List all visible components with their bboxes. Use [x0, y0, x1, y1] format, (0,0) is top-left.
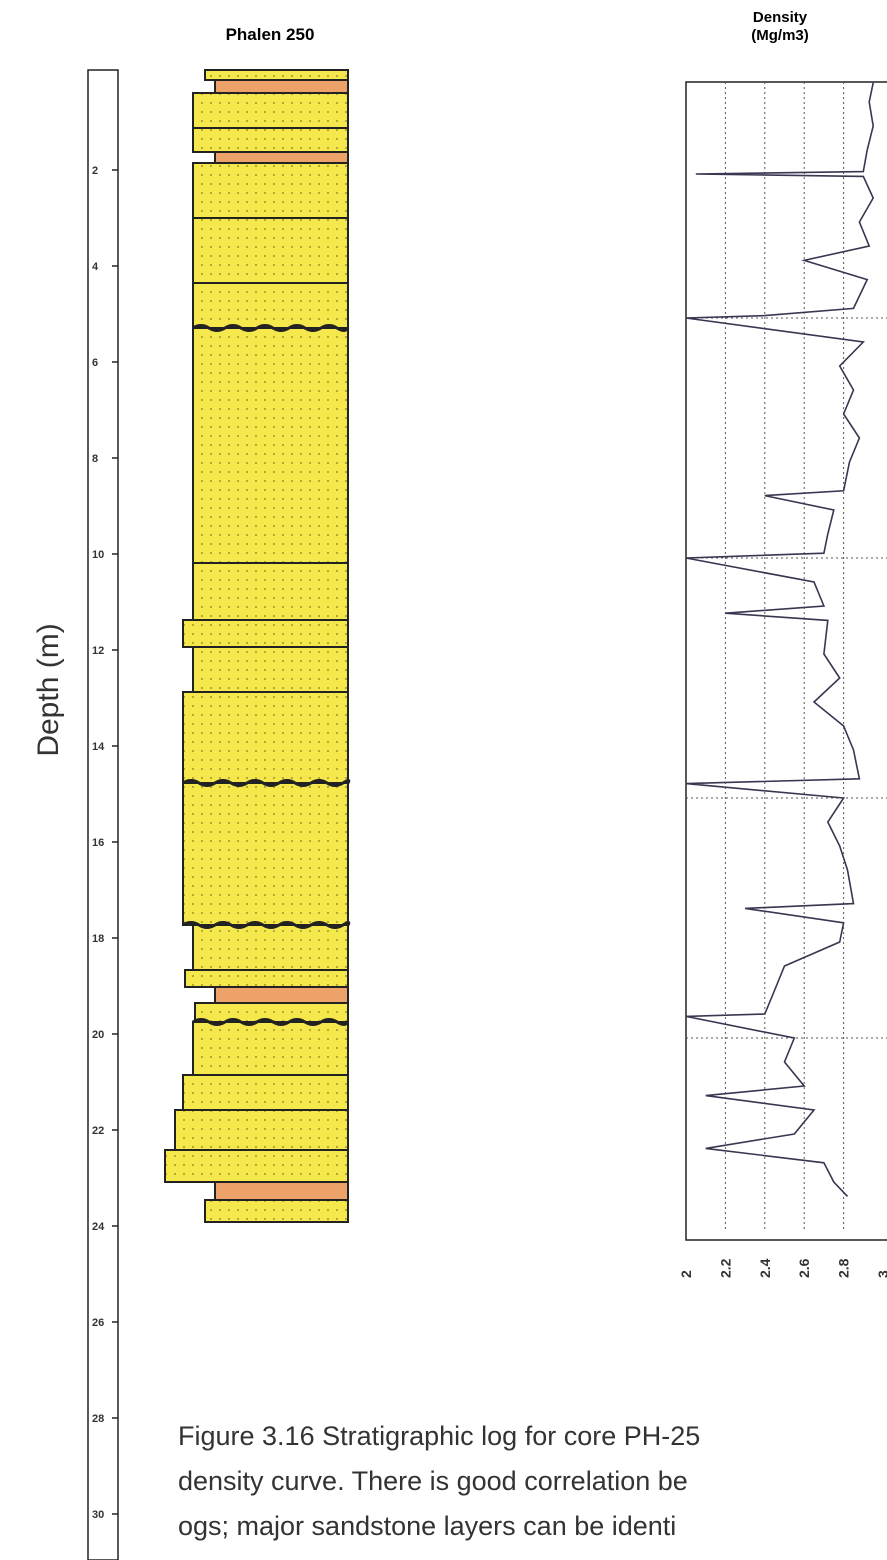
depth-tick-label: 30 [92, 1509, 104, 1521]
erosion-surface [182, 921, 351, 929]
caption: Figure 3.16 Stratigraphic log for core P… [178, 1421, 700, 1541]
density-unit: (Mg/m3) [751, 27, 809, 44]
strat-column [164, 69, 351, 1223]
depth-tick-label: 22 [92, 1125, 104, 1137]
depth-tick-label: 18 [92, 933, 104, 945]
layer [214, 986, 349, 1004]
x-tick-label: 2 [678, 1270, 694, 1278]
layer [174, 1109, 349, 1151]
depth-tick-label: 16 [92, 837, 104, 849]
depth-tick-label: 24 [92, 1221, 105, 1233]
x-tick-label: 2.2 [717, 1258, 733, 1278]
depth-tick-label: 14 [92, 741, 105, 753]
layer [164, 1149, 349, 1183]
layer [184, 969, 349, 988]
layer [192, 92, 349, 129]
depth-tick-label: 26 [92, 1317, 104, 1329]
layer [204, 1199, 349, 1223]
depth-label: Depth (m) [32, 623, 65, 756]
x-tick-label: 2.4 [757, 1258, 773, 1278]
x-tick-label: 2.6 [796, 1258, 812, 1278]
layer [214, 79, 349, 94]
depth-tick-label: 6 [92, 357, 98, 369]
depth-axis-frame [87, 69, 119, 1560]
layer [192, 1021, 349, 1076]
erosion-surface [182, 779, 351, 787]
layer [192, 924, 349, 971]
density-title: Density [753, 9, 808, 26]
layer [192, 562, 349, 621]
layer [192, 127, 349, 153]
layer [182, 691, 349, 784]
layer [214, 151, 349, 164]
layer [192, 327, 349, 564]
depth-tick-label: 4 [92, 261, 99, 273]
layer [182, 1074, 349, 1111]
layer [192, 162, 349, 219]
density-frame [685, 81, 887, 1241]
caption-line: Figure 3.16 Stratigraphic log for core P… [178, 1421, 700, 1451]
depth-tick-label: 10 [92, 549, 104, 561]
layer [182, 619, 349, 648]
layer [192, 646, 349, 693]
depth-tick-label: 12 [92, 645, 104, 657]
depth-tick-label: 28 [92, 1413, 104, 1425]
layer [214, 1181, 349, 1201]
x-tick-label: 3 [875, 1270, 887, 1278]
erosion-surface [192, 1018, 350, 1026]
log-title: Phalen 250 [226, 25, 315, 44]
layer [192, 282, 349, 329]
depth-tick-label: 20 [92, 1029, 104, 1041]
layer [192, 217, 349, 284]
depth-tick-label: 8 [92, 453, 98, 465]
x-tick-label: 2.8 [836, 1258, 852, 1278]
layer [204, 69, 349, 81]
erosion-surface [192, 324, 350, 332]
layer [182, 782, 349, 926]
density-curve [685, 82, 875, 1197]
depth-tick-label: 2 [92, 165, 98, 177]
caption-line: ogs; major sandstone layers can be ident… [178, 1511, 676, 1541]
caption-line: density curve. There is good correlation… [178, 1466, 688, 1496]
